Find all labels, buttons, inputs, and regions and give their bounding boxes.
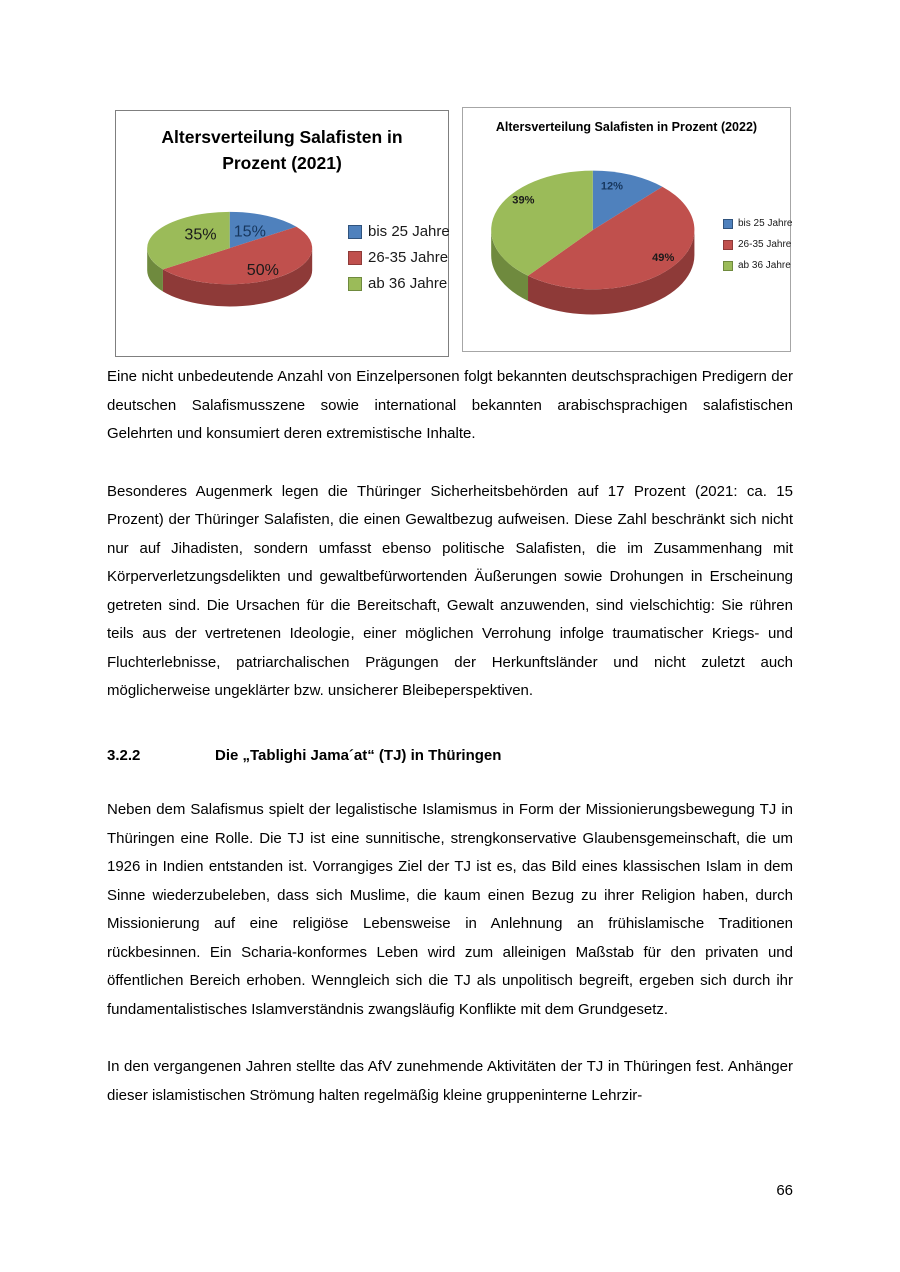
legend-swatch-blue-icon [723, 218, 733, 229]
pie-data-label: 12% [601, 181, 623, 193]
paragraph: Besonderes Augenmerk legen die Thüringer… [107, 482, 793, 700]
pie-data-label: 50% [247, 261, 279, 279]
chart-2021-title: Altersverteilung Salafisten in Prozent (… [116, 124, 448, 176]
chart-2021-legend: bis 25 Jahre 26-35 Jahre ab 36 Jahre [348, 223, 450, 301]
pie-slice [528, 230, 695, 315]
legend-swatch-green-icon [723, 260, 733, 271]
chart-2021-title-line1: Altersverteilung Salafisten in [161, 127, 403, 147]
section-title: Die „Tablighi Jama´at“ (TJ) in Thüringen [215, 746, 502, 764]
legend-item: 26-35 Jahre [723, 239, 792, 250]
section-number: 3.2.2 [107, 746, 141, 764]
legend-item: bis 25 Jahre [348, 223, 450, 240]
chart-2021-title-line2: Prozent (2021) [222, 153, 342, 173]
paragraph: Eine nicht unbedeutende Anzahl von Einze… [107, 368, 793, 442]
pie-chart-2022: 12% 49% 39% [491, 170, 695, 315]
pie-slice [229, 211, 297, 249]
pie-data-label: 15% [234, 223, 266, 241]
chart-2022: Altersverteilung Salafisten in Prozent (… [462, 107, 792, 352]
charts-row: Altersverteilung Salafisten in Prozent (… [115, 107, 792, 357]
legend-label: ab 36 Jahre [738, 260, 791, 271]
pie-slice [162, 248, 313, 307]
chart-2021: Altersverteilung Salafisten in Prozent (… [115, 110, 450, 357]
legend-label: bis 25 Jahre [738, 218, 793, 229]
pie-data-label: 49% [652, 252, 674, 264]
pie-slice [147, 211, 230, 270]
legend-item: 26-35 Jahre [348, 249, 450, 266]
legend-swatch-blue-icon [348, 224, 362, 239]
section-heading: 3.2.2 Die „Tablighi Jama´at“ (TJ) in Thü… [107, 742, 793, 771]
pie-slice [491, 170, 593, 276]
pie-chart-2021: 15% 50% 35% [147, 211, 313, 307]
page-number: 66 [776, 1182, 793, 1199]
pie-slice [592, 170, 663, 231]
pie-data-label: 39% [512, 195, 534, 207]
legend-label: 26-35 Jahre [368, 249, 449, 266]
pie-slice [162, 226, 313, 285]
legend-label: bis 25 Jahre [368, 223, 450, 240]
legend-item: bis 25 Jahre [723, 218, 792, 229]
legend-item: ab 36 Jahre [348, 275, 450, 292]
legend-label: 26-35 Jahre [738, 239, 792, 250]
legend-item: ab 36 Jahre [723, 260, 792, 271]
paragraph: Neben dem Salafismus spielt der legalist… [107, 801, 793, 1018]
legend-swatch-red-icon [723, 239, 733, 250]
legend-swatch-red-icon [348, 250, 362, 265]
legend-label: ab 36 Jahre [368, 275, 448, 292]
pie-slice [528, 186, 695, 290]
chart-2022-title: Altersverteilung Salafisten in Prozent (… [495, 120, 758, 134]
chart-2022-legend: bis 25 Jahre 26-35 Jahre ab 36 Jahre [723, 218, 792, 281]
pie-slice [147, 248, 163, 292]
pie-data-label: 35% [184, 226, 216, 244]
pie-slice [491, 230, 529, 301]
paragraph: In den vergangenen Jahren stellte das Af… [107, 1058, 793, 1104]
legend-swatch-green-icon [348, 276, 362, 291]
text-column: Eine nicht unbedeutende Anzahl von Einze… [107, 363, 793, 1139]
